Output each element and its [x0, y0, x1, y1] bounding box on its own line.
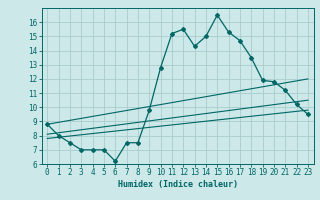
X-axis label: Humidex (Indice chaleur): Humidex (Indice chaleur) [118, 180, 237, 189]
